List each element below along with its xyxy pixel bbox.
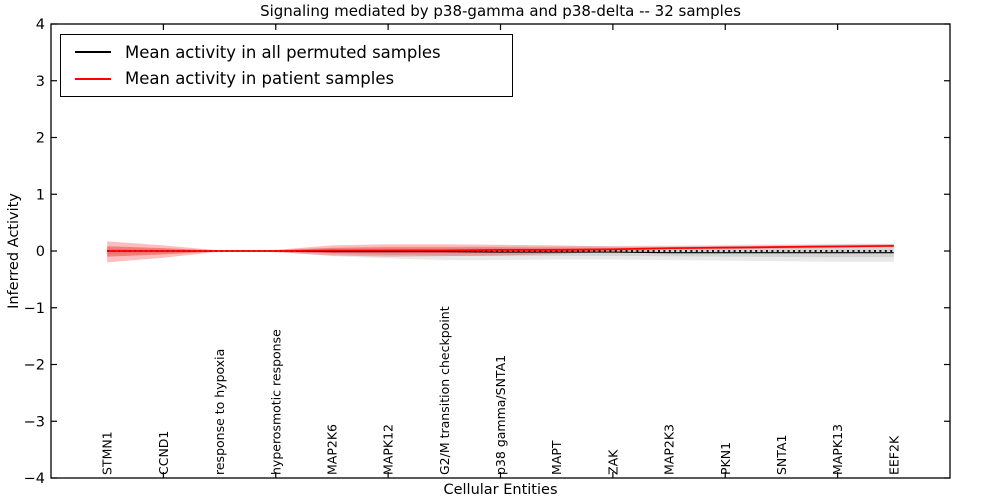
- y-axis-label: Inferred Activity: [6, 193, 22, 309]
- x-category-label: hyperosmotic response: [268, 329, 283, 475]
- legend-label: Mean activity in patient samples: [125, 69, 395, 89]
- legend-line-sample-patient: [75, 77, 111, 80]
- x-category-label: ZAK: [605, 449, 620, 475]
- chart-title: Signaling mediated by p38-gamma and p38-…: [260, 2, 741, 20]
- legend: Mean activity in all permuted samples Me…: [60, 34, 513, 97]
- x-category-label: p38 gamma/SNTA1: [493, 355, 508, 475]
- x-category-label: MAPT: [549, 440, 564, 475]
- patient-mean-line: [107, 245, 894, 252]
- y-tick-label: −4: [24, 471, 45, 487]
- y-tick-label: 4: [36, 17, 45, 33]
- x-category-label: STMN1: [100, 431, 115, 475]
- y-tick-label: −2: [24, 358, 45, 374]
- y-tick-label: 2: [36, 131, 45, 147]
- x-category-label: MAPK12: [381, 424, 396, 475]
- y-tick-label: 1: [36, 187, 45, 203]
- x-axis-label: Cellular Entities: [443, 482, 558, 498]
- x-category-label: MAP2K6: [324, 424, 339, 475]
- y-tick-label: 0: [36, 244, 45, 260]
- x-category-label: PKN1: [718, 442, 733, 475]
- x-category-label: EEF2K: [886, 435, 901, 475]
- x-category-label: CCND1: [156, 431, 171, 475]
- x-category-label: MAP2K3: [662, 424, 677, 475]
- y-tick-label: 3: [36, 74, 45, 90]
- legend-line-sample-permuted: [75, 51, 111, 54]
- legend-entry-permuted: Mean activity in all permuted samples: [61, 43, 512, 62]
- x-category-label: G2/M transition checkpoint: [437, 306, 452, 475]
- x-category-label: SNTA1: [774, 435, 789, 475]
- y-tick-label: −1: [24, 301, 45, 317]
- x-category-label: response to hypoxia: [212, 349, 227, 475]
- legend-entry-patient: Mean activity in patient samples: [61, 69, 512, 88]
- y-tick-label: −3: [24, 414, 45, 430]
- legend-label: Mean activity in all permuted samples: [125, 42, 441, 62]
- x-category-label: MAPK13: [830, 424, 845, 475]
